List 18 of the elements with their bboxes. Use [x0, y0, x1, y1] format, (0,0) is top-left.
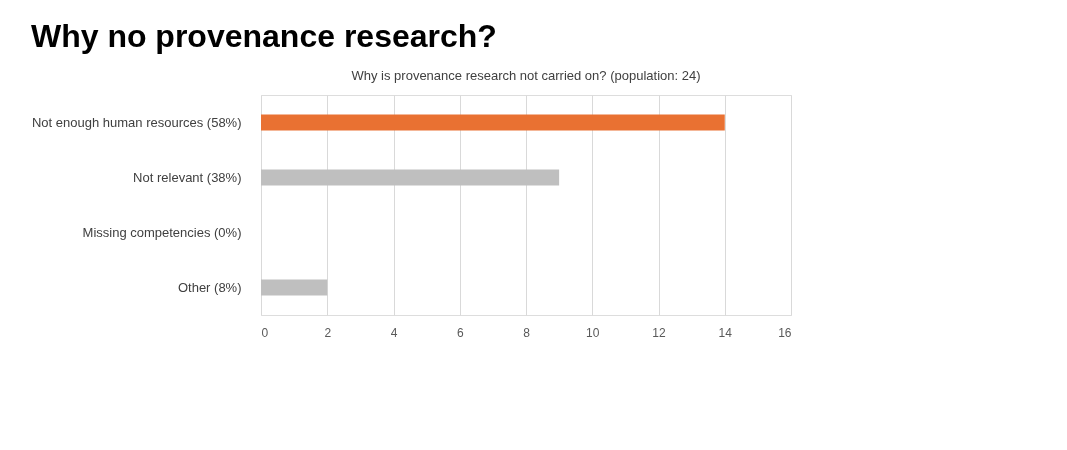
y-tick-label: Missing competencies (0%)	[82, 224, 242, 240]
x-tick-label: 4	[390, 325, 398, 340]
bar	[261, 279, 328, 296]
bar	[261, 169, 560, 186]
chart-title: Why no provenance research?	[30, 17, 497, 54]
y-tick-label: Other (8%)	[177, 279, 242, 295]
x-tick-label: 16	[778, 325, 792, 340]
chart-subtitle: Why is provenance research not carried on? (population: 24)	[351, 68, 701, 83]
bar	[261, 114, 725, 131]
y-tick-label: Not relevant (38%)	[133, 169, 242, 185]
x-tick-label: 6	[456, 325, 464, 340]
x-tick-label: 14	[718, 325, 733, 340]
x-tick-label: 0	[261, 325, 269, 340]
y-tick-label: Not enough human resources (58%)	[31, 114, 242, 130]
x-tick-label: 10	[586, 325, 600, 340]
x-tick-label: 12	[652, 325, 666, 340]
x-tick-label: 8	[523, 325, 531, 340]
x-tick-label: 2	[324, 325, 332, 340]
